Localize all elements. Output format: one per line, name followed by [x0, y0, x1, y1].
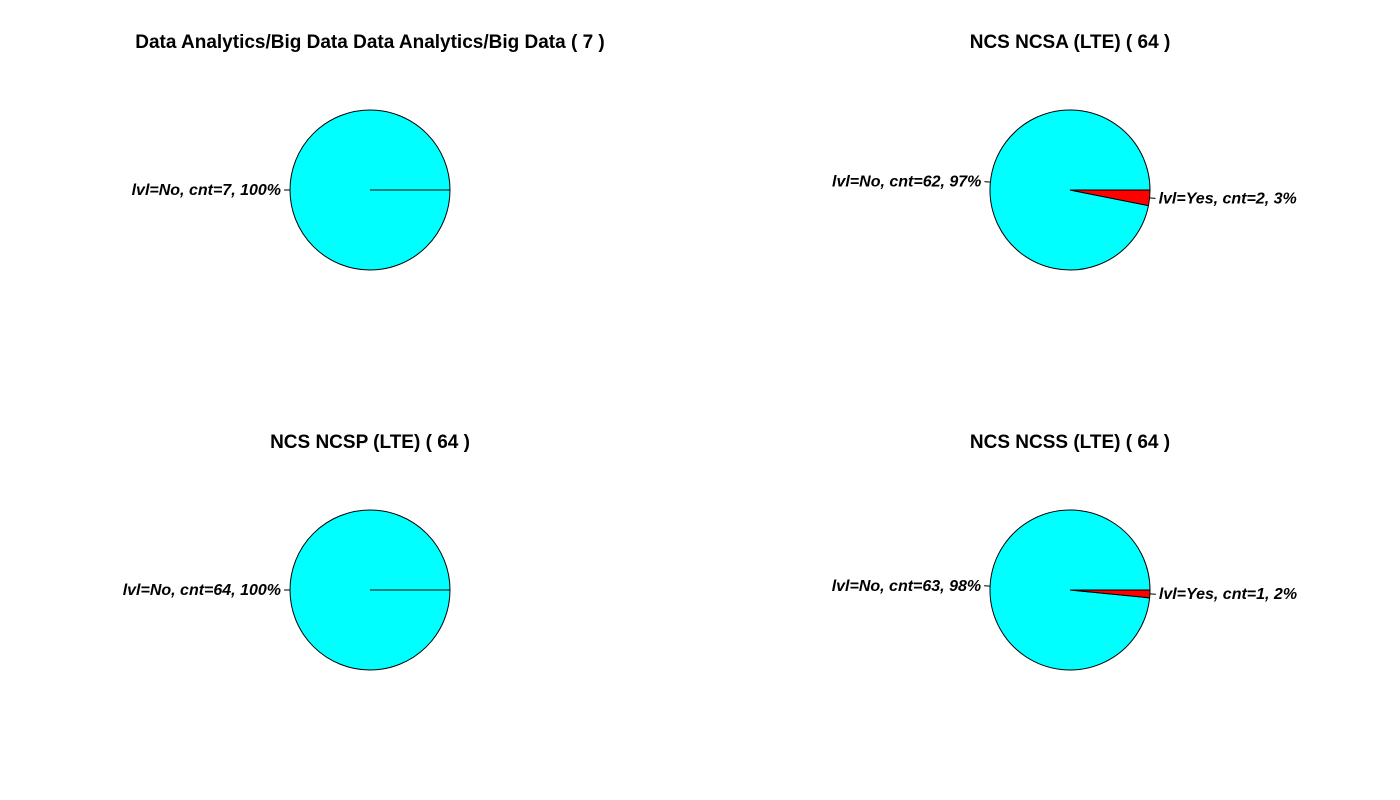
slice-label: lvl=No, cnt=63, 98% — [832, 578, 981, 595]
pie-panel: NCS NCSA (LTE) ( 64 ) lvl=No, cnt=62, 97%… — [832, 32, 1297, 271]
chart-title: Data Analytics/Big Data Data Analytics/B… — [135, 32, 605, 53]
chart-title: NCS NCSP (LTE) ( 64 ) — [270, 432, 470, 453]
chart-title: NCS NCSS (LTE) ( 64 ) — [970, 432, 1170, 453]
pie-slice — [1069, 189, 1151, 207]
label-leader — [984, 181, 991, 183]
chart-title: NCS NCSA (LTE) ( 64 ) — [970, 32, 1171, 53]
pie-panel: NCS NCSP (LTE) ( 64 ) lvl=No, cnt=64, 100… — [123, 432, 470, 671]
slice-label: lvl=Yes, cnt=1, 2% — [1159, 586, 1297, 603]
pie-panel: NCS NCSS (LTE) ( 64 ) lvl=No, cnt=63, 98%… — [832, 432, 1297, 671]
label-leader — [1149, 197, 1156, 199]
slice-label: lvl=Yes, cnt=2, 3% — [1159, 190, 1297, 207]
pie-slice — [1069, 589, 1151, 599]
slice-label: lvl=No, cnt=64, 100% — [123, 582, 281, 599]
slice-label: lvl=No, cnt=7, 100% — [132, 182, 281, 199]
slice-label: lvl=No, cnt=62, 97% — [832, 174, 981, 191]
pie-panel: Data Analytics/Big Data Data Analytics/B… — [132, 32, 605, 271]
